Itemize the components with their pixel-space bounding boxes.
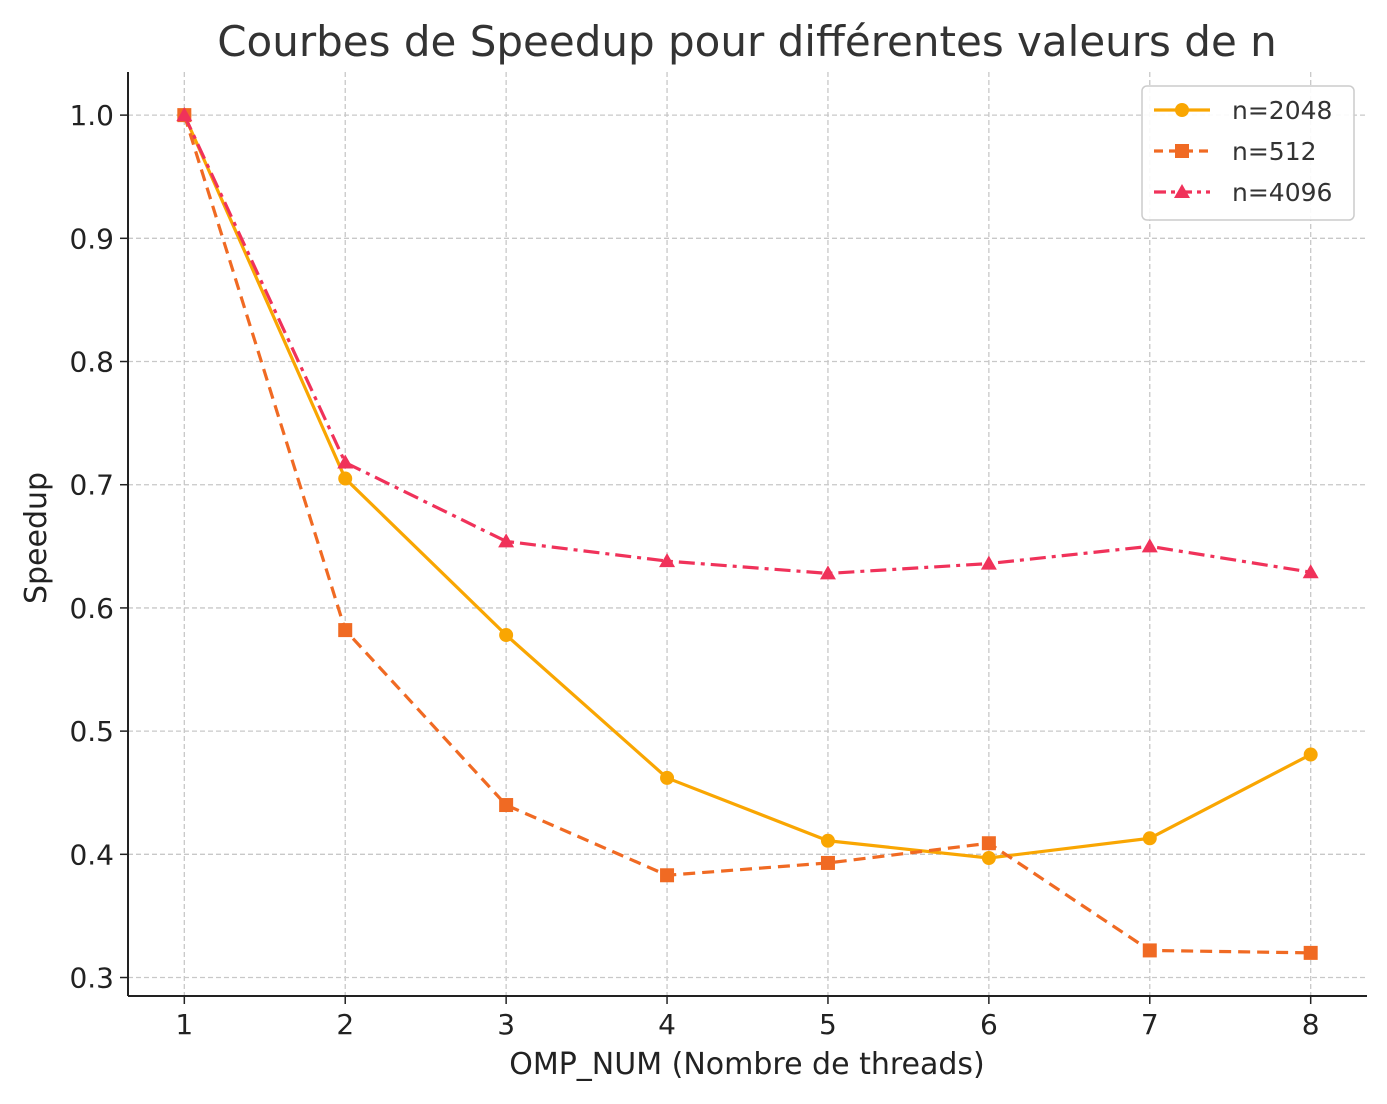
data-point-n-512 — [1303, 945, 1318, 960]
y-axis-label: Speedup — [19, 472, 54, 604]
x-tick-label: 6 — [980, 1008, 998, 1041]
legend-label-n-2048: n=2048 — [1232, 96, 1332, 125]
legend-item-n-2048: n=2048 — [1154, 96, 1332, 125]
y-tick-labels: 0.3 0.4 0.5 0.6 0.7 0.8 0.9 1.0 — [69, 99, 114, 994]
axes — [120, 72, 1367, 1004]
legend-label-n-4096: n=4096 — [1232, 178, 1332, 207]
data-point-n-2048 — [1142, 831, 1157, 846]
series-line-n-512 — [182, 114, 1311, 955]
chart-title: Courbes de Speedup pour différentes vale… — [217, 17, 1277, 66]
series-n-4096 — [176, 107, 1319, 580]
x-tick-label: 2 — [336, 1008, 354, 1041]
data-point-n-4096 — [1302, 564, 1319, 579]
x-tick-labels: 1 2 3 4 5 6 7 8 — [175, 1008, 1319, 1041]
y-tick-label: 0.7 — [69, 469, 114, 502]
data-point-n-512 — [338, 623, 353, 638]
data-point-n-4096 — [819, 565, 836, 580]
legend-label-n-512: n=512 — [1232, 137, 1317, 166]
y-tick-label: 0.3 — [69, 962, 114, 995]
data-point-n-2048 — [820, 833, 835, 848]
x-tick-label: 1 — [175, 1008, 193, 1041]
x-axis-label: OMP_NUM (Nombre de threads) — [509, 1047, 985, 1082]
data-point-n-512 — [981, 836, 996, 851]
legend-marker-n-2048 — [1175, 103, 1189, 117]
data-point-n-4096 — [337, 454, 354, 469]
legend-box — [1141, 85, 1355, 221]
data-point-n-512 — [820, 855, 835, 870]
data-point-n-2048 — [499, 628, 514, 643]
data-point-n-4096 — [659, 553, 676, 568]
data-point-n-2048 — [1303, 747, 1318, 762]
data-point-n-2048 — [981, 851, 996, 866]
legend: n=2048 n=512 n=4096 — [1141, 85, 1355, 221]
data-point-n-512 — [499, 798, 514, 813]
y-tick-label: 1.0 — [69, 99, 114, 132]
data-point-n-4096 — [980, 555, 997, 570]
legend-marker-n-512 — [1175, 144, 1189, 158]
data-point-n-512 — [660, 868, 675, 883]
legend-item-n-512: n=512 — [1154, 137, 1317, 166]
x-tick-label: 8 — [1302, 1008, 1320, 1041]
x-tick-label: 7 — [1141, 1008, 1159, 1041]
data-point-n-4096 — [498, 533, 515, 548]
data-point-n-2048 — [660, 770, 675, 785]
series-group — [176, 107, 1319, 960]
x-tick-label: 3 — [497, 1008, 515, 1041]
data-point-n-4096 — [1141, 538, 1158, 553]
x-tick-label: 5 — [819, 1008, 837, 1041]
y-tick-label: 0.9 — [69, 222, 114, 255]
y-tick-label: 0.8 — [69, 346, 114, 379]
series-line-n-2048 — [182, 114, 1312, 860]
legend-item-n-4096: n=4096 — [1154, 178, 1332, 207]
y-tick-label: 0.6 — [69, 592, 114, 625]
y-tick-label: 0.5 — [69, 715, 114, 748]
data-point-n-4096 — [176, 107, 193, 122]
legend-marker-n-4096 — [1174, 184, 1190, 198]
y-tick-label: 0.4 — [69, 838, 114, 871]
x-tick-label: 4 — [658, 1008, 676, 1041]
series-line-n-4096 — [182, 114, 1311, 576]
data-point-n-512 — [1142, 943, 1157, 958]
data-point-n-2048 — [338, 471, 353, 486]
